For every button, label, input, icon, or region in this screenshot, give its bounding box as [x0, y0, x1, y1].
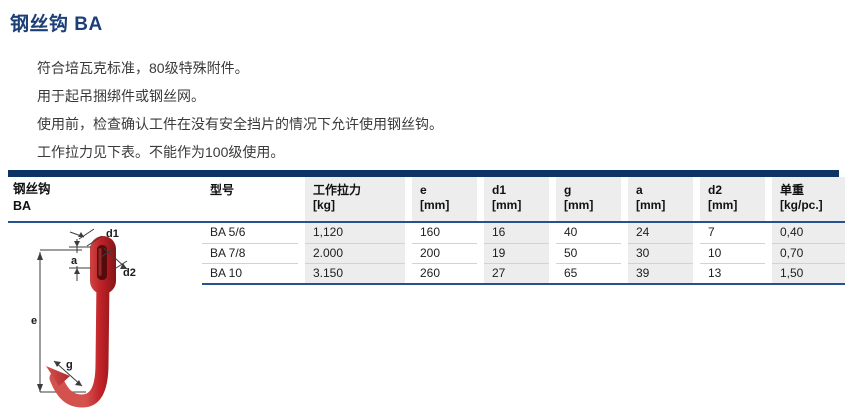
arrowhead [74, 241, 80, 247]
cell-g: 40 [564, 225, 578, 239]
description-block: 符合培瓦克标准，80级特殊附件。 用于起吊捆绑件或钢丝网。 使用前，检查确认工件… [37, 54, 443, 166]
cell-d1: 19 [484, 243, 549, 263]
arrowhead [78, 232, 84, 237]
cell-unit-weight: 0,70 [772, 243, 845, 263]
dim-label-g: g [66, 359, 73, 371]
arrowhead [37, 384, 43, 392]
cell-model: BA 7/8 [202, 243, 298, 263]
dim-e-lines [39, 249, 86, 393]
column-header-d2: d2 [mm] [700, 177, 765, 221]
cell-working-load: 2.000 [305, 243, 405, 263]
table-corner-header: 钢丝钩 BA [8, 177, 195, 221]
cell-d1: 16 [484, 223, 549, 243]
cell-d2: 10 [700, 243, 765, 263]
arrowhead [75, 380, 82, 386]
cell-d2: 13 [700, 263, 765, 283]
cell-e: 160 [420, 225, 441, 239]
dim-label-e: e [31, 315, 37, 327]
dim-label-d1: d1 [106, 228, 119, 240]
wire-hook-diagram: d1 a d2 e g [31, 228, 136, 408]
cell-d1: 27 [484, 263, 549, 283]
column-header-a: a [mm] [628, 177, 693, 221]
page-title: 钢丝钩 BA [10, 14, 103, 35]
column-header-d1: d1 [mm] [484, 177, 549, 221]
arrowhead [120, 263, 127, 269]
cell-e: 200 [412, 243, 477, 263]
column-header-e: e [mm] [412, 177, 477, 221]
column-header-model: 型号 [210, 183, 235, 197]
cell-model: BA 10 [202, 263, 298, 283]
column-header-unit-weight: 单重 [kg/pc.] [772, 177, 845, 221]
header-divider-rule [8, 221, 845, 223]
cell-a: 30 [628, 243, 693, 263]
description-line: 工作拉力见下表。不能作为100级使用。 [37, 144, 285, 160]
cell-working-load: 3.150 [305, 263, 405, 283]
spec-table: 钢丝钩 BA 型号 工作拉力 [kg] e [mm] d1 [mm] g [mm… [8, 177, 845, 285]
arrowhead [74, 268, 80, 274]
description-line: 符合培瓦克标准，80级特殊附件。 [37, 60, 249, 76]
arrowhead [54, 361, 61, 367]
cell-g: 50 [556, 243, 621, 263]
corner-line2: BA [13, 199, 32, 213]
table-bottom-rule [202, 283, 845, 285]
column-header-g: g [mm] [556, 177, 621, 221]
table-top-bar [8, 170, 839, 177]
column-header-working-load: 工作拉力 [kg] [305, 177, 405, 221]
cell-g: 65 [556, 263, 621, 283]
dim-label-a: a [71, 255, 78, 267]
label-backing [69, 253, 81, 266]
cell-a: 39 [628, 263, 693, 283]
arrowhead [37, 252, 43, 260]
corner-line1: 钢丝钩 [13, 182, 51, 196]
cell-model: BA 5/6 [210, 225, 246, 239]
cell-a: 24 [628, 223, 693, 243]
hook-body [46, 236, 116, 408]
cell-d2: 7 [708, 225, 715, 239]
cell-unit-weight: 1,50 [772, 263, 845, 283]
description-line: 用于起吊捆绑件或钢丝网。 [37, 88, 205, 104]
cell-working-load: 1,120 [305, 223, 405, 243]
cell-unit-weight: 0,40 [772, 223, 845, 243]
description-line: 使用前，检查确认工件在没有安全挡片的情况下允许使用钢丝钩。 [37, 116, 443, 132]
dim-g-lines [53, 360, 83, 387]
cell-e: 260 [412, 263, 477, 283]
dim-label-d2: d2 [123, 267, 136, 279]
